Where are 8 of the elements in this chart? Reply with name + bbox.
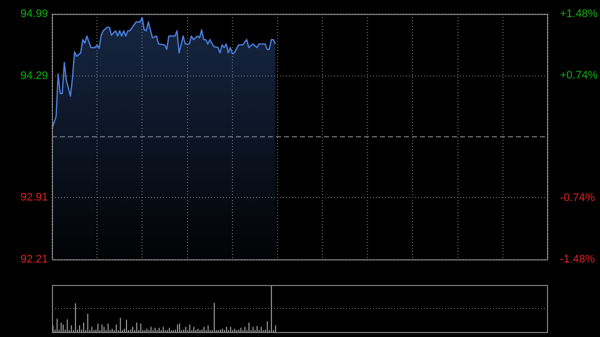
y2-tick-label: -0.74% <box>560 192 596 204</box>
y-tick-label: 94.29 <box>20 70 48 82</box>
y2-tick-label: -1.48% <box>560 253 596 266</box>
y-tick-label: 94.99 <box>20 8 48 20</box>
y2-tick-label: +1.48% <box>560 8 598 20</box>
y-tick-label: 92.91 <box>20 192 48 204</box>
y2-tick-label: +0.74% <box>560 69 598 82</box>
y-tick-label: 92.21 <box>20 253 48 266</box>
